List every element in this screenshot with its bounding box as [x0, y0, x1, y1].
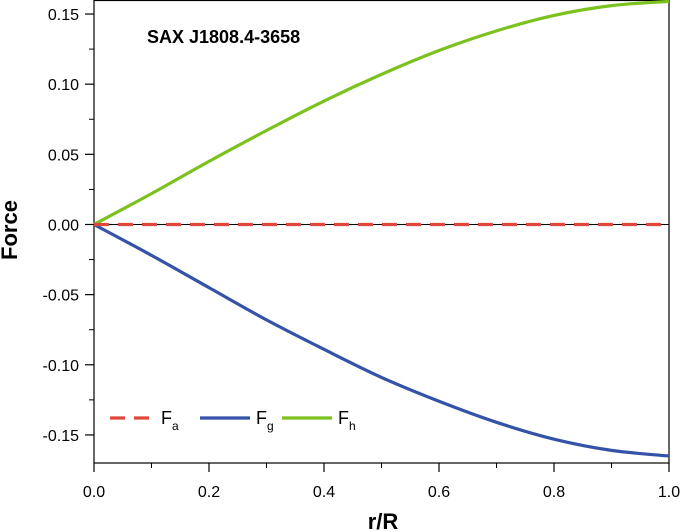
y-tick-label: 0.05: [48, 147, 79, 164]
series-line-fg: [93, 223, 670, 458]
x-tick-label: 1.0: [658, 484, 680, 501]
plot-frame: [93, 0, 670, 464]
legend-subscript: a: [172, 419, 179, 433]
y-tick-label: -0.05: [43, 288, 80, 305]
series-lines: [93, 0, 670, 458]
chart-annotation: SAX J1808.4-3658: [147, 27, 300, 47]
x-tick-label: 0.8: [543, 484, 565, 501]
x-tick-label: 0.0: [83, 484, 105, 501]
y-tick-label: -0.15: [43, 428, 80, 445]
y-tick-label: 0.10: [48, 77, 79, 94]
y-tick-label: 0.00: [48, 217, 79, 234]
axes: 0.0 0.2 0.4 0.6 0.8 1.0 0.15 0.10 0.05 0.00 -0.05 -…: [43, 0, 680, 501]
y-tick-label: -0.10: [43, 358, 80, 375]
y-axis-label: Force: [0, 200, 22, 260]
legend-label-fh: Fh: [338, 408, 356, 433]
y-tick-label: 0.15: [48, 7, 79, 24]
x-tick-label: 0.2: [198, 484, 220, 501]
x-axis-label: r/R: [368, 509, 399, 532]
x-tick-label: 0.4: [313, 484, 335, 501]
legend-label-fa: Fa: [161, 408, 179, 433]
legend: Fa Fg Fh: [110, 408, 356, 433]
legend-subscript: g: [267, 419, 274, 433]
x-tick-label: 0.6: [428, 484, 450, 501]
legend-label-fg: Fg: [256, 408, 274, 433]
legend-subscript: h: [349, 419, 356, 433]
series-line-fh: [93, 0, 670, 226]
